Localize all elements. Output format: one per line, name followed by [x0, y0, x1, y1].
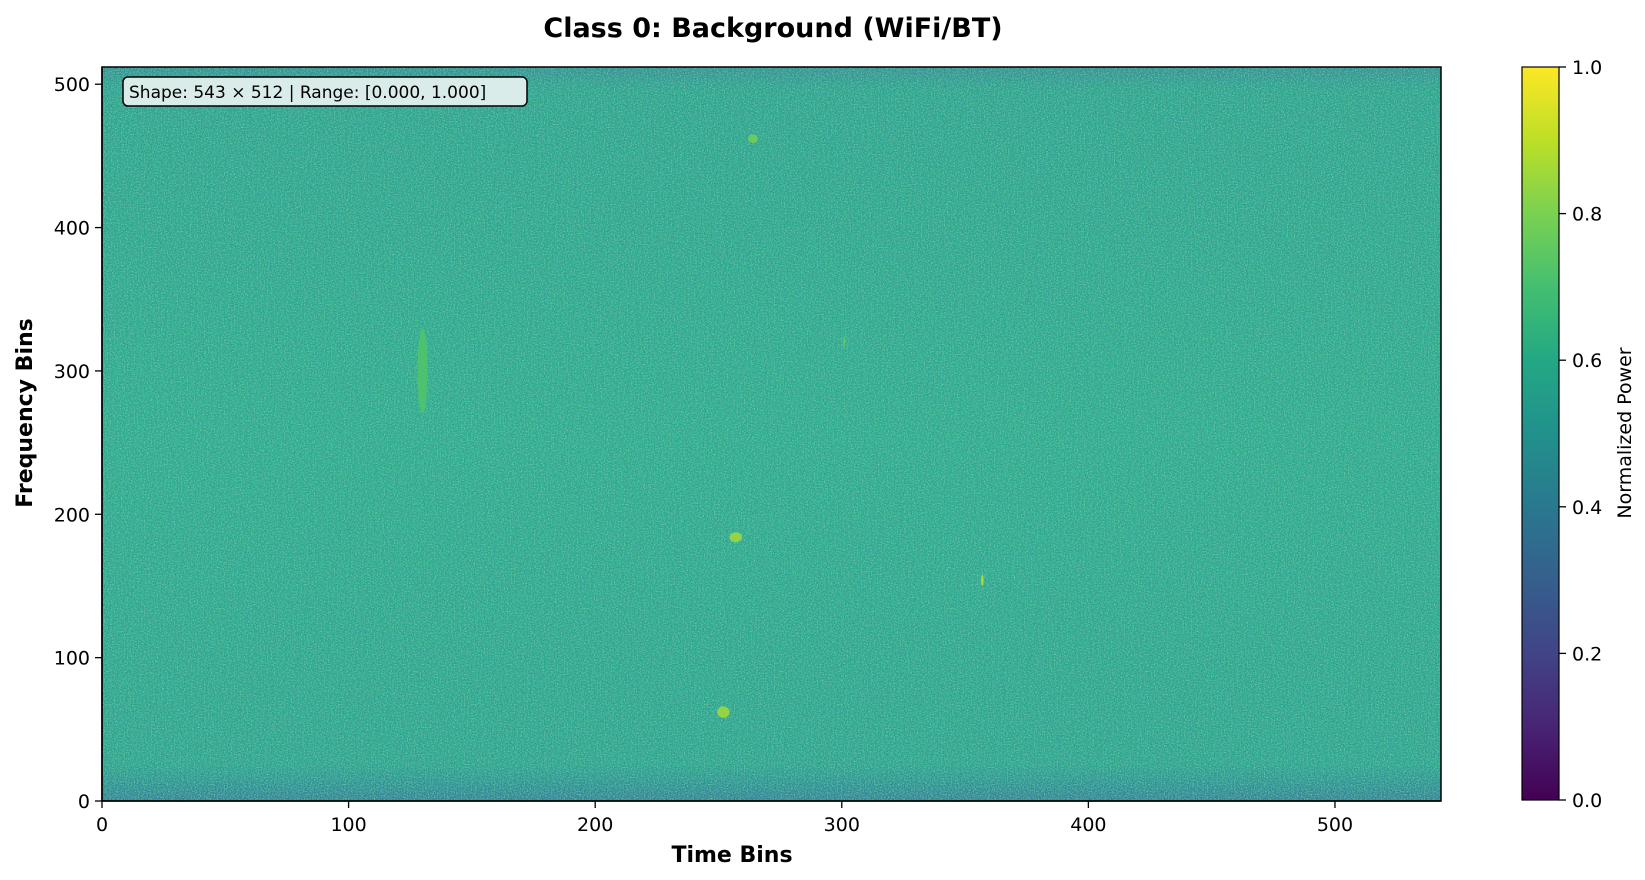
annotation-box: Shape: 543 × 512 | Range: [0.000, 1.000] [122, 76, 528, 107]
y-axis: 0 100 200 300 400 500 [54, 67, 103, 813]
x-axis-label: Time Bins [671, 843, 792, 868]
x-axis: 0 100 200 300 400 500 [96, 800, 1441, 836]
x-tick-label: 0 [96, 814, 108, 836]
y-tick-label: 100 [54, 648, 90, 670]
y-tick-label: 400 [54, 218, 90, 240]
y-axis-label: Frequency Bins [13, 318, 38, 508]
colorbar-tick-label: 0.0 [1572, 790, 1602, 812]
colorbar-tick-label: 0.4 [1572, 497, 1602, 519]
x-tick-label: 100 [330, 814, 366, 836]
x-tick-label: 200 [577, 814, 613, 836]
colorbar-tick-label: 1.0 [1572, 57, 1602, 79]
bright-feature-5 [981, 574, 984, 586]
colorbar-ticks: 0.0 0.2 0.4 0.6 0.8 1.0 [1559, 57, 1602, 812]
colorbar-tick-label: 0.2 [1572, 643, 1602, 665]
bright-feature-3 [717, 706, 730, 718]
y-tick-label: 300 [54, 361, 90, 383]
x-tick-label: 300 [824, 814, 860, 836]
bright-feature-1 [748, 134, 758, 143]
chart-title: Class 0: Background (WiFi/BT) [543, 13, 1002, 44]
colorbar: 0.0 0.2 0.4 0.6 0.8 1.0 Normalized Power [1521, 57, 1636, 812]
y-tick-label: 200 [54, 504, 90, 526]
colorbar-tick-label: 0.8 [1572, 204, 1602, 226]
colorbar-tick-label: 0.6 [1572, 350, 1602, 372]
colorbar-label: Normalized Power [1614, 347, 1636, 518]
x-tick-label: 400 [1070, 814, 1106, 836]
y-tick-label: 500 [54, 74, 90, 96]
colorbar-gradient [1521, 66, 1560, 801]
heatmap-noise-light [102, 67, 1441, 801]
y-tick-label: 0 [78, 791, 90, 813]
bright-features [417, 134, 984, 718]
bright-feature-0 [417, 327, 428, 414]
x-tick-label: 500 [1317, 814, 1353, 836]
plot-area [101, 66, 1442, 802]
bright-feature-2 [729, 532, 742, 543]
bright-feature-4 [843, 336, 846, 348]
annotation-text: Shape: 543 × 512 | Range: [0.000, 1.000] [129, 83, 486, 103]
